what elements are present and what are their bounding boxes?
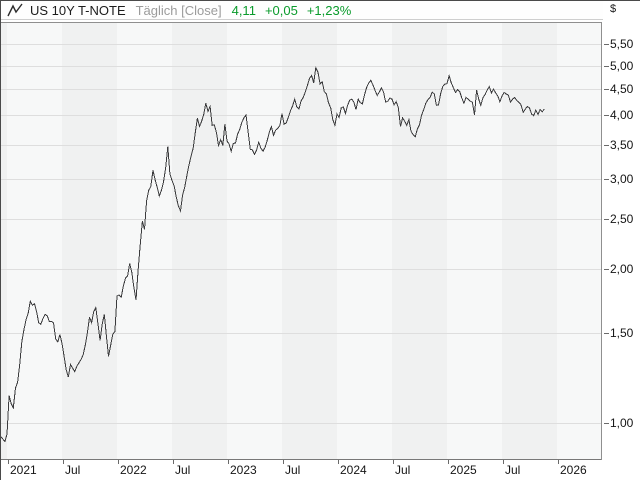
x-tick-label: 2022 [120, 463, 147, 477]
y-tick-label: 3,50 [610, 138, 634, 152]
plot-area[interactable] [1, 22, 602, 460]
half-year-band [117, 22, 172, 460]
header-separator [1, 19, 640, 20]
price-line-svg [1, 66, 545, 443]
price-line [1, 66, 545, 443]
half-year-band [557, 22, 602, 460]
x-tick-mark [173, 460, 174, 464]
x-tick-mark [118, 460, 119, 464]
y-tick-label: 5,50 [610, 37, 634, 51]
gridline [1, 333, 602, 334]
y-tick-label: 4,50 [610, 82, 634, 96]
gridline [1, 219, 602, 220]
x-tick-mark [338, 460, 339, 464]
half-year-band [227, 22, 282, 460]
x-tick-label: 2023 [230, 463, 257, 477]
x-tick-label: Jul [395, 463, 411, 477]
gridline [1, 145, 602, 146]
gridline [1, 423, 602, 424]
y-tick-mark [604, 269, 609, 270]
line-chart-icon [7, 3, 24, 18]
chart-period-label: Täglich [Close] [135, 2, 222, 18]
price-change-absolute: +0,05 [264, 2, 298, 18]
y-tick-mark [604, 44, 609, 45]
gridline [1, 44, 602, 45]
half-year-band [62, 22, 117, 460]
x-tick-label: Jul [285, 463, 301, 477]
x-tick-mark [448, 460, 449, 464]
gridline [1, 179, 602, 180]
x-tick-label: Jul [175, 463, 191, 477]
y-tick-mark [604, 179, 609, 180]
half-year-band [282, 22, 337, 460]
chart-header: US 10Y T-NOTE Täglich [Close] 4,11 +0,05… [1, 1, 640, 19]
plot-bottom-border [1, 459, 602, 460]
gridline [1, 115, 602, 116]
x-tick-label: 2021 [10, 463, 37, 477]
y-tick-label: 5,00 [610, 59, 634, 73]
half-year-band [392, 22, 447, 460]
x-tick-mark [283, 460, 284, 464]
time-axis: 2021 Jul 2022 Jul 2023 Jul 2024 Jul 2025 Jul 2026 [1, 460, 603, 480]
x-tick-mark [8, 460, 9, 464]
last-price: 4,11 [231, 2, 256, 18]
half-year-band [502, 22, 557, 460]
value-axis: $ 5,50 5,00 4,50 4,00 3,50 3,00 2,50 2,00 1,50 1,… [603, 1, 640, 460]
x-tick-label: 2025 [450, 463, 477, 477]
y-tick-label: 1,50 [610, 326, 634, 340]
x-tick-mark [228, 460, 229, 464]
price-change-percent: +1,23% [306, 2, 352, 18]
x-tick-label: 2024 [340, 463, 367, 477]
y-tick-label: 2,00 [610, 262, 634, 276]
plot-top-border [1, 22, 602, 23]
y-tick-label: 4,00 [610, 108, 634, 122]
y-tick-mark [604, 66, 609, 67]
y-tick-mark [604, 145, 609, 146]
axis-unit-label: $ [610, 3, 617, 15]
gridline [1, 89, 602, 90]
x-tick-mark [503, 460, 504, 464]
y-tick-mark [604, 219, 609, 220]
y-tick-mark [604, 423, 609, 424]
gridline [1, 66, 602, 67]
instrument-title: US 10Y T-NOTE [30, 2, 126, 18]
half-year-band [172, 22, 227, 460]
x-tick-label: Jul [505, 463, 521, 477]
y-tick-label: 2,50 [610, 212, 634, 226]
y-tick-label: 1,00 [610, 416, 634, 430]
x-tick-label: 2026 [560, 463, 587, 477]
y-tick-mark [604, 115, 609, 116]
gridline [1, 269, 602, 270]
x-tick-mark [558, 460, 559, 464]
y-tick-mark [604, 89, 609, 90]
x-tick-label: Jul [65, 463, 81, 477]
half-year-band [1, 22, 7, 460]
x-tick-mark [393, 460, 394, 464]
x-tick-mark [63, 460, 64, 464]
half-year-band [447, 22, 502, 460]
y-tick-mark [604, 333, 609, 334]
plot-right-border [601, 22, 602, 460]
y-tick-label: 3,00 [610, 172, 634, 186]
